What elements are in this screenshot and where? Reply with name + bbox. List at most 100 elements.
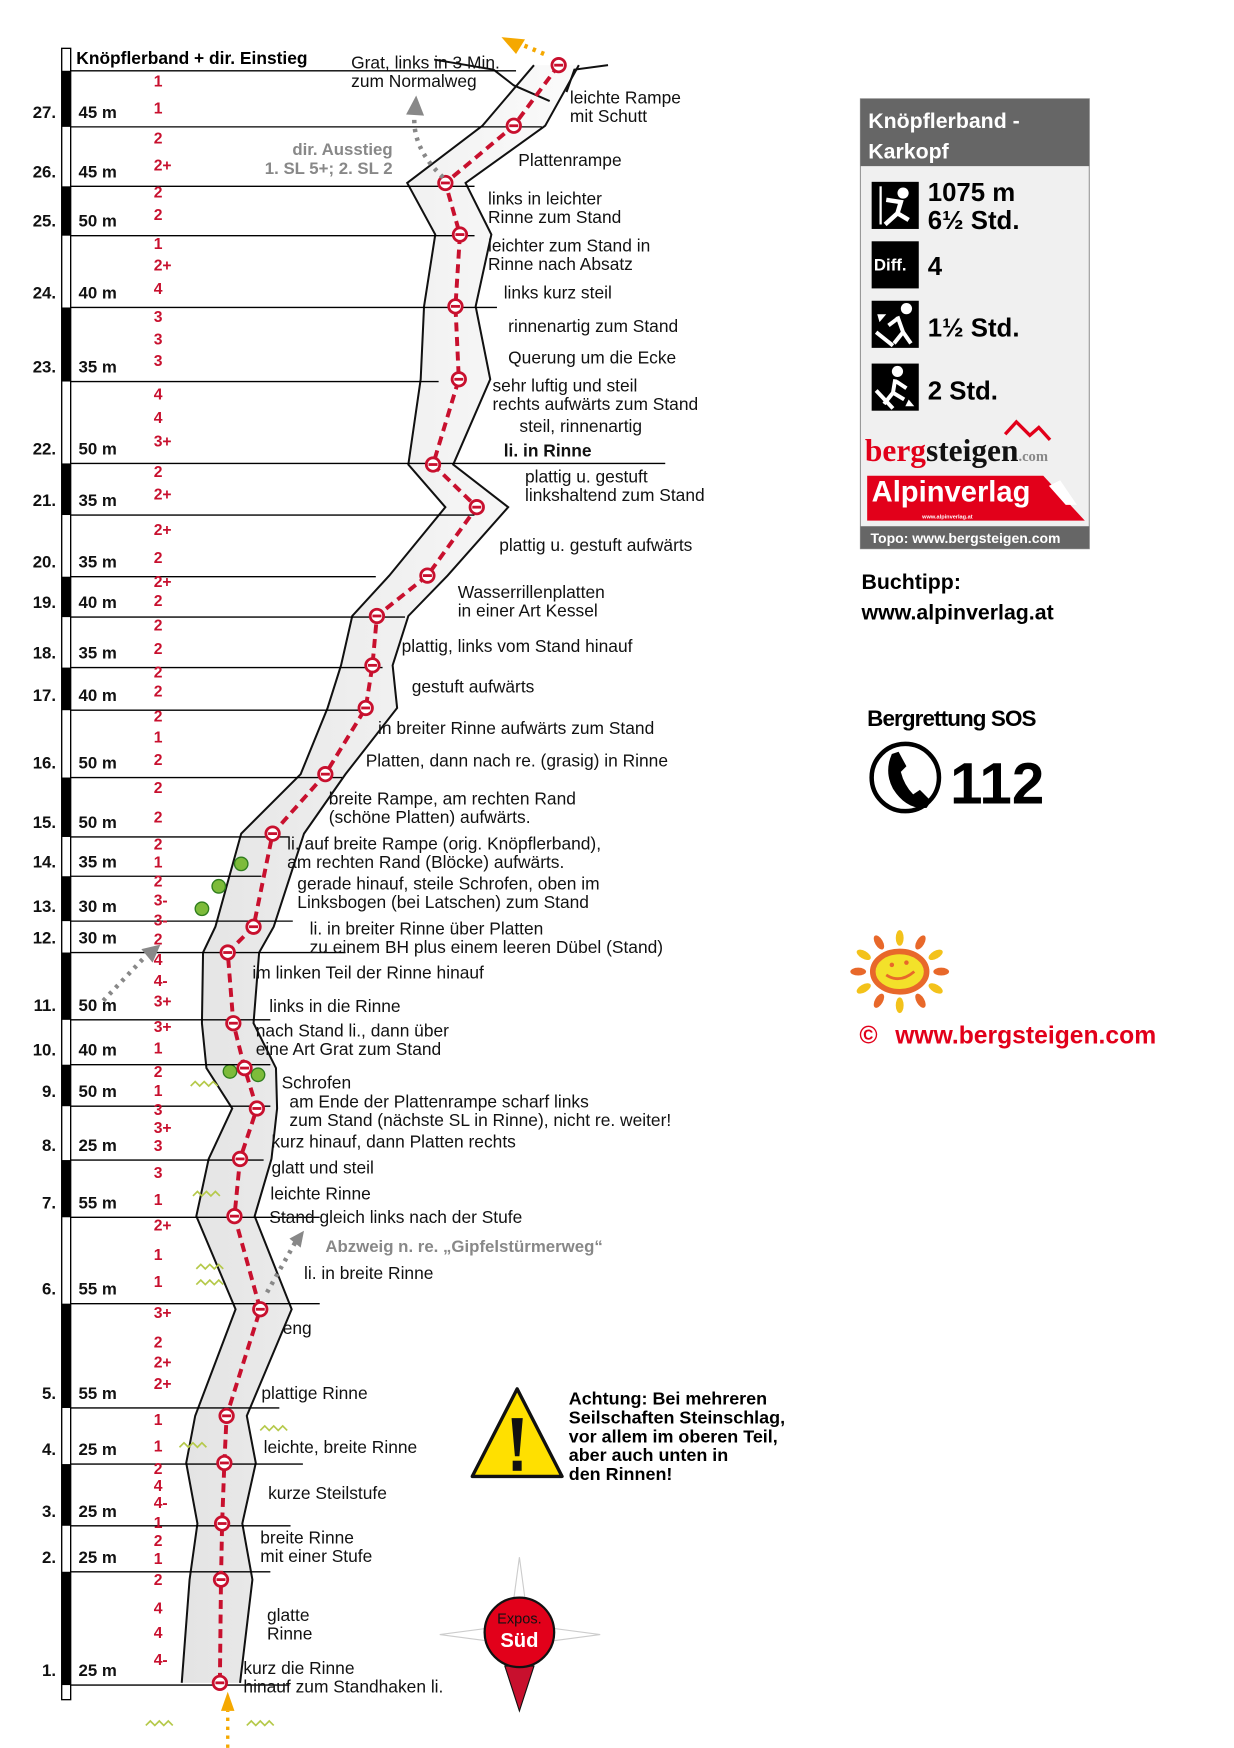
pitch-description: nach Stand li., dann über — [256, 1021, 449, 1041]
copyright-link[interactable]: www.bergsteigen.com — [894, 1022, 1156, 1049]
pitch-length: 40 m — [79, 686, 117, 705]
pitch-description: Plattenrampe — [518, 150, 621, 170]
branch-arrowhead — [289, 1230, 305, 1248]
pitch-length: 25 m — [79, 1661, 117, 1680]
pitch-grade: 1 — [154, 730, 163, 747]
pitch-grade: 1 — [154, 1274, 163, 1291]
scale-segment — [61, 777, 71, 837]
pitch-grade: 1 — [154, 854, 163, 871]
pitch-number: 9. — [42, 1082, 56, 1101]
pitch-length: 35 m — [79, 553, 117, 572]
pitch-description: kurz hinauf, dann Platten rechts — [271, 1132, 516, 1152]
pitch-number: 1. — [42, 1661, 56, 1680]
pitch-number: 22. — [33, 439, 56, 458]
summit-ridge-right — [565, 64, 609, 93]
alpinverlag-logo: Alpinverlag www.alpinverlag.at — [867, 475, 1085, 521]
scale-bar — [61, 47, 72, 1701]
grass-icon — [192, 1190, 221, 1198]
pitch-grade: 2 — [154, 752, 163, 769]
pitch-description: Linksbogen (bei Latschen) zum Stand — [297, 892, 589, 912]
pitch-grade: 2 — [154, 641, 163, 658]
pitch-length: 40 m — [79, 593, 117, 612]
pitch-grade: 3- — [154, 913, 168, 930]
pitch-description: Querung um die Ecke — [508, 348, 676, 368]
pitch-description: am Ende der Plattenrampe scharf links — [289, 1091, 589, 1111]
sun-ray — [915, 935, 926, 950]
pitch-description: mit einer Stufe — [260, 1546, 372, 1566]
sun-ray — [873, 935, 885, 950]
grass-icon — [178, 1441, 208, 1449]
pitch-description: kurz die Rinne — [243, 1658, 354, 1678]
pitch-length: 40 m — [79, 284, 117, 303]
approach-time: 1½ Std. — [928, 315, 1020, 343]
pitch-grade: 1 — [154, 100, 163, 117]
exit-arrow — [521, 42, 545, 57]
pitch-grade: 3 — [154, 1102, 163, 1119]
direct-exit-grades: 1. SL 5+; 2. SL 2 — [265, 159, 393, 178]
route-title: Knöpflerband + dir. Einstieg — [76, 48, 307, 68]
copyright-symbol: © — [859, 1022, 877, 1049]
scale-segment — [61, 1464, 71, 1526]
pitch-number: 23. — [33, 358, 56, 377]
book-tip-link[interactable]: www.alpinverlag.at — [861, 600, 1054, 624]
pitch-description: am rechten Rand (Blöcke) aufwärts. — [287, 852, 564, 872]
pitch-number: 14. — [33, 852, 56, 871]
pitch-description: Wasserrillenplatten — [458, 582, 605, 602]
climb-time: 6½ Std. — [928, 207, 1020, 235]
pitch-grade: 4- — [154, 1495, 168, 1512]
pitch-grade: 2 — [154, 1461, 163, 1478]
pitch-length: 55 m — [79, 1280, 117, 1299]
pitch-description: steil, rinnenartig — [519, 416, 642, 436]
sun-ray — [856, 983, 871, 994]
scale-segment — [61, 1571, 71, 1686]
pitch-length: 40 m — [79, 1041, 117, 1060]
pitch-description: leichte Rampe — [570, 87, 681, 107]
mountain-pine-icon — [222, 1064, 238, 1079]
pitch-length: 25 m — [79, 1440, 117, 1459]
pitch-grade: 2 — [154, 780, 163, 797]
pitch-grade: 4- — [154, 973, 168, 990]
pitch-length: 30 m — [79, 897, 117, 916]
climber-icon — [871, 181, 919, 229]
pitch-grade: 2+ — [154, 522, 172, 539]
pitch-grade: 4 — [154, 410, 163, 427]
grass-icon — [145, 1719, 174, 1727]
pitch-length: 25 m — [79, 1548, 117, 1567]
pitch-length: 35 m — [79, 852, 117, 871]
pitch-number: 5. — [42, 1384, 56, 1403]
scale-segment — [61, 667, 71, 711]
pitch-description: mit Schutt — [570, 106, 647, 126]
pitch-description: li. in breiter Rinne über Platten — [310, 919, 544, 939]
pitch-description: sehr luftig und steil — [492, 376, 637, 396]
pitch-description: breite Rampe, am rechten Rand — [329, 788, 576, 808]
pitch-grade: 3+ — [154, 1019, 172, 1036]
pitch-number: 27. — [33, 103, 56, 122]
warning-line: den Rinnen! — [569, 1464, 673, 1484]
summit-ridge — [433, 58, 551, 102]
compass-label: Expos. — [497, 1611, 542, 1627]
grass-icon — [195, 1278, 224, 1286]
pitch-grade: 2 — [154, 684, 163, 701]
pitch-description: gestuft aufwärts — [412, 676, 535, 696]
branch-arrow — [265, 1239, 299, 1294]
pitch-grade: 3 — [154, 309, 163, 326]
pitch-description: leichte Rinne — [270, 1183, 370, 1203]
pitch-grade: 2 — [154, 809, 163, 826]
grass-icon — [195, 1263, 224, 1271]
pitch-number: 17. — [33, 686, 56, 705]
pitch-grade: 1 — [154, 1412, 163, 1429]
pitch-grade: 4 — [154, 1625, 163, 1642]
mountain-pine-icon — [250, 1067, 266, 1083]
pitch-grade: 1 — [154, 1247, 163, 1264]
pitch-description: plattig, links vom Stand hinauf — [402, 636, 633, 656]
pitch-number: 8. — [42, 1136, 56, 1155]
pitch-number: 7. — [42, 1193, 56, 1212]
pitch-length: 25 m — [79, 1136, 117, 1155]
pitch-grade: 4 — [154, 1600, 163, 1617]
pitch-description: plattige Rinne — [261, 1383, 367, 1403]
pitch-number: 16. — [33, 754, 56, 773]
direct-exit-arrowhead — [406, 95, 425, 116]
mountain-pine-icon — [194, 901, 210, 917]
pitch-grade: 2 — [154, 593, 163, 610]
